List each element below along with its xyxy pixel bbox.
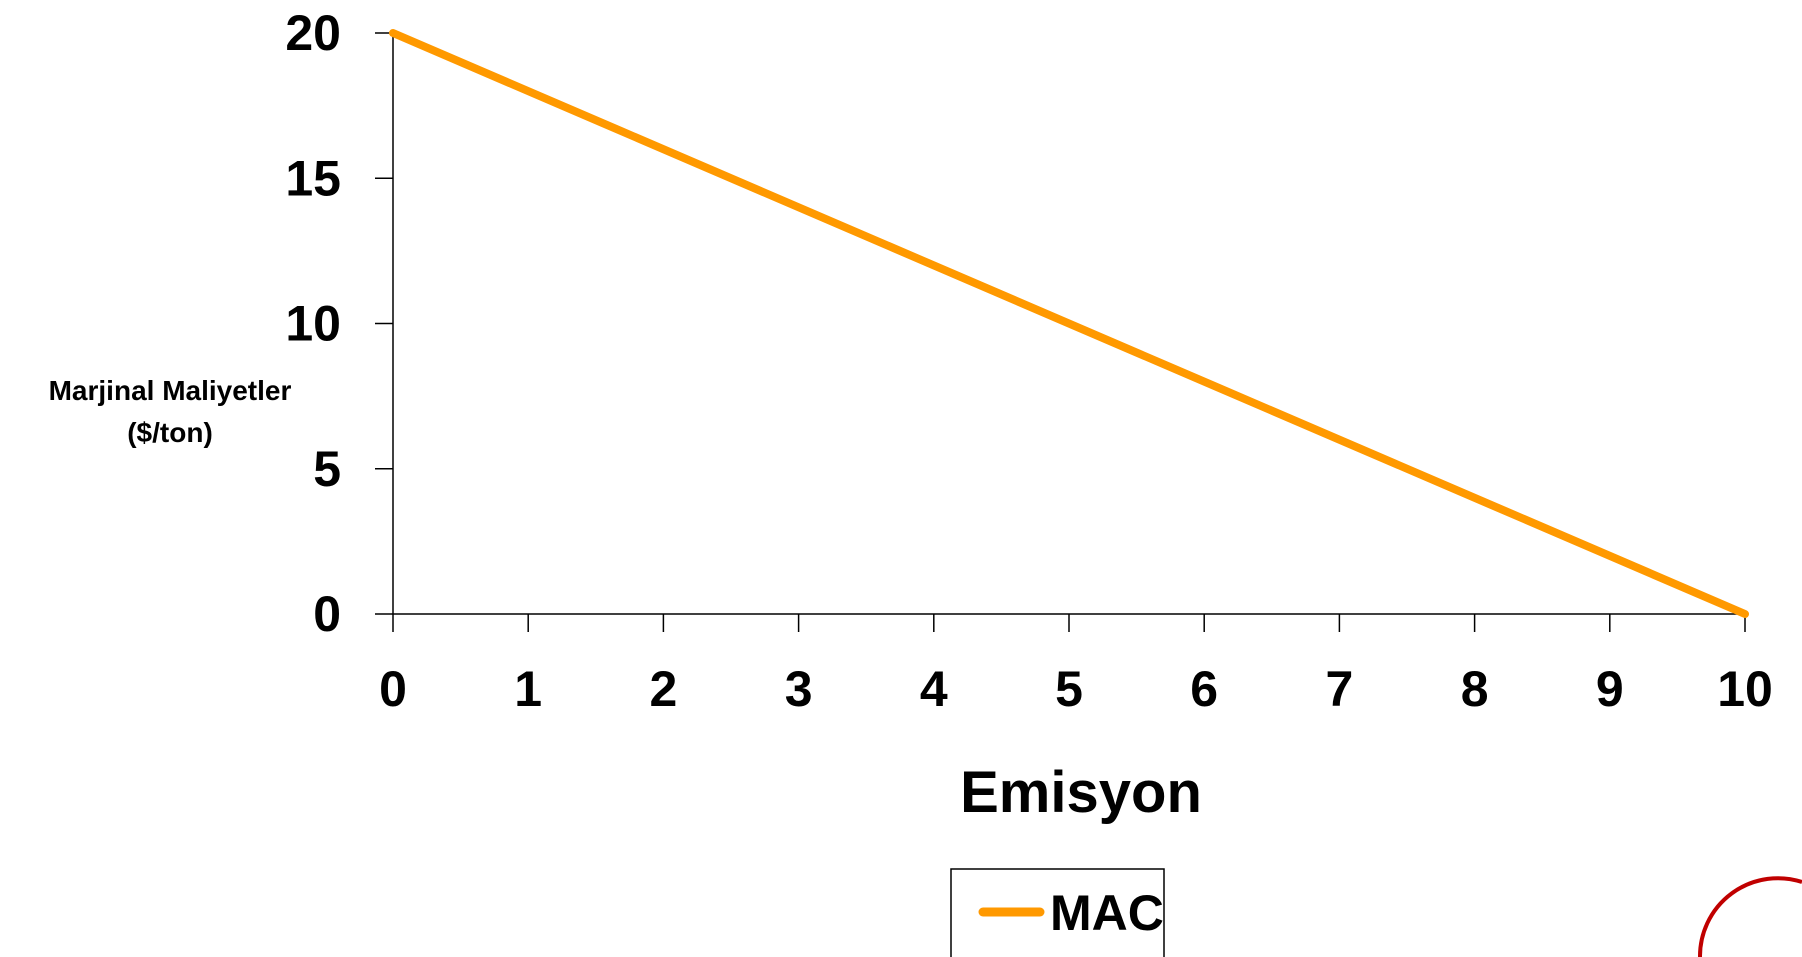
y-axis-title-line-1: Marjinal Maliyetler	[49, 375, 292, 406]
y-tick-label: 20	[285, 5, 341, 61]
corner-decoration-arc	[1697, 876, 1802, 957]
y-axis-title-line-2: ($/ton)	[127, 417, 213, 448]
x-tick-label: 4	[920, 661, 948, 717]
x-tick-label: 3	[785, 661, 813, 717]
x-axis-title: Emisyon	[960, 760, 1202, 825]
x-axis-ticks: 0 1 2 3 4 5 6 7 8 9 10	[379, 614, 1773, 717]
x-tick-label: 6	[1190, 661, 1218, 717]
x-tick-label: 2	[649, 661, 677, 717]
series-group	[389, 29, 1749, 618]
series-line-mac	[389, 29, 1749, 618]
legend-label-mac: MAC	[1050, 885, 1164, 941]
x-tick-label: 8	[1461, 661, 1489, 717]
x-tick-label: 0	[379, 661, 407, 717]
y-tick-label: 10	[285, 296, 341, 352]
x-tick-label: 7	[1325, 661, 1353, 717]
legend: MAC	[950, 868, 1165, 957]
y-tick-label: 0	[313, 586, 341, 642]
x-tick-label: 5	[1055, 661, 1083, 717]
x-tick-label: 10	[1717, 661, 1773, 717]
x-tick-label: 9	[1596, 661, 1624, 717]
y-tick-label: 15	[285, 150, 341, 206]
legend-box	[950, 868, 1165, 957]
x-tick-label: 1	[514, 661, 542, 717]
y-axis-ticks: 0 5 10 15 20	[285, 5, 393, 642]
y-tick-label: 5	[313, 441, 341, 497]
